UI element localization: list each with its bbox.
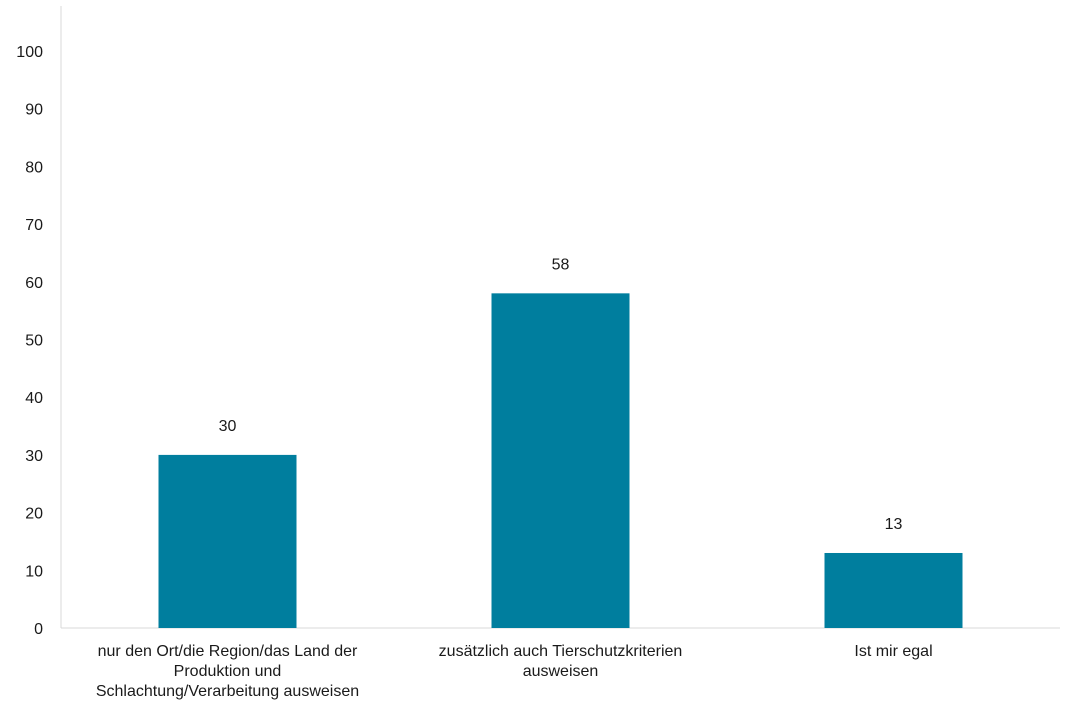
y-tick-label: 20 — [25, 506, 43, 523]
category-label: Ist mir egal — [854, 643, 933, 660]
data-labels: 30 58 13 — [219, 256, 903, 533]
bar — [158, 454, 297, 628]
category-label: zusätzlich auch Tierschutzkriterien ausw… — [438, 643, 683, 680]
y-tick-label: 60 — [25, 275, 43, 292]
y-tick-label: 100 — [16, 44, 43, 61]
y-tick-label: 50 — [25, 333, 43, 350]
y-tick-label: 70 — [25, 217, 43, 234]
y-tick-label: 10 — [25, 563, 43, 580]
bar — [491, 293, 630, 628]
bars — [158, 293, 963, 628]
bar-value-label: 58 — [552, 256, 570, 273]
y-tick-label: 0 — [34, 621, 43, 638]
bar-value-label: 30 — [219, 418, 237, 435]
y-tick-label: 80 — [25, 159, 43, 176]
y-axis-tick-labels: 0 10 20 30 40 50 60 70 80 90 100 — [16, 44, 43, 638]
bar — [824, 552, 963, 628]
bar-value-label: 13 — [885, 516, 903, 533]
category-label: nur den Ort/die Region/das Land der Prod… — [95, 643, 360, 700]
y-tick-label: 30 — [25, 448, 43, 465]
y-tick-label: 40 — [25, 390, 43, 407]
y-tick-label: 90 — [25, 102, 43, 119]
